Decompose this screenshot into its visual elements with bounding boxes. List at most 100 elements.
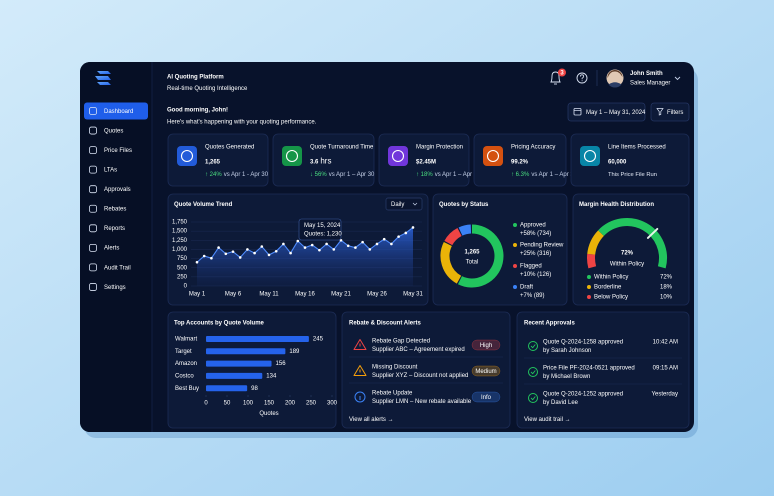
nav-item[interactable]: Rebates bbox=[104, 207, 126, 213]
nav-icon bbox=[89, 204, 97, 213]
logo bbox=[95, 71, 111, 85]
kpi-compare: vs Apr 1 - Apr 30 bbox=[224, 172, 269, 178]
nav-icon bbox=[89, 224, 97, 233]
bar bbox=[206, 385, 248, 392]
help-icon[interactable] bbox=[576, 72, 588, 84]
nav-item[interactable]: Alerts bbox=[104, 246, 119, 252]
point bbox=[289, 251, 292, 255]
point bbox=[368, 248, 372, 251]
user-name: John Smith bbox=[630, 71, 663, 77]
kpi-card bbox=[570, 133, 690, 187]
panel-link[interactable]: View all alerts → bbox=[349, 417, 394, 423]
bell-icon[interactable] bbox=[550, 71, 561, 85]
data-label: 189 bbox=[289, 349, 300, 355]
kpi-change: ↑ 6.3% vs Apr 1 – Apr 30 bbox=[511, 172, 578, 178]
kpi-value-number: 99.2% bbox=[511, 159, 529, 165]
point bbox=[274, 249, 278, 253]
date-range-label[interactable]: May 1 – May 31, 2024 bbox=[586, 110, 646, 116]
point bbox=[210, 256, 213, 260]
kpi-value: 99.2% bbox=[511, 159, 529, 165]
dropdown-label[interactable]: Daily bbox=[391, 202, 404, 208]
y-tick-label: Target bbox=[175, 349, 192, 355]
legend-dot bbox=[513, 285, 517, 289]
point bbox=[318, 248, 321, 252]
tooltip-text: Quotes: 1,230 bbox=[304, 232, 342, 238]
kpi-change-value: ↓ 56% bbox=[310, 172, 327, 178]
nav-item[interactable]: Dashboard bbox=[104, 109, 133, 115]
kpi-change-value: ↑ 18% bbox=[416, 172, 433, 178]
x-tick-label: 100 bbox=[243, 401, 254, 407]
kpi-icon-glyph bbox=[486, 149, 500, 163]
legend-label: Within Policy bbox=[594, 275, 628, 281]
point bbox=[282, 242, 285, 246]
donut-segment bbox=[440, 241, 462, 284]
nav-item[interactable]: Reports bbox=[104, 226, 125, 232]
point bbox=[361, 240, 364, 244]
user-role: Sales Manager bbox=[630, 81, 670, 87]
approval-by: by Sarah Johnson bbox=[543, 348, 591, 354]
donut-segment bbox=[457, 224, 504, 288]
nav-item[interactable]: Approvals bbox=[104, 187, 131, 193]
user-menu-chevron[interactable] bbox=[674, 76, 681, 81]
legend-label: Approved bbox=[520, 223, 546, 229]
app-title: AI Quoting Platform bbox=[167, 75, 224, 81]
chart-title: Top Accounts by Quote Volume bbox=[174, 321, 265, 327]
nav-active-highlight[interactable] bbox=[84, 102, 148, 120]
donut-segment bbox=[444, 228, 462, 246]
dropdown[interactable] bbox=[385, 197, 423, 211]
point bbox=[224, 252, 228, 256]
nav-icon bbox=[89, 126, 97, 135]
nav-item[interactable]: Price Files bbox=[104, 148, 132, 154]
y-tick-label: Costco bbox=[175, 373, 194, 379]
point bbox=[390, 242, 393, 246]
x-tick-label: 50 bbox=[224, 401, 231, 407]
nav-item[interactable]: Settings bbox=[104, 285, 126, 291]
filters-label[interactable]: Filters bbox=[667, 110, 683, 116]
point bbox=[253, 251, 256, 255]
kpi-change: ↑ 24% vs Apr 1 - Apr 30 bbox=[205, 172, 269, 178]
gauge-segment bbox=[598, 218, 667, 269]
panel-link[interactable]: View audit trail → bbox=[524, 417, 571, 423]
legend-label: Below Policy bbox=[594, 295, 628, 301]
kpi-change: ↑ 18% vs Apr 1 – Apr 30 bbox=[416, 172, 481, 178]
donut-center-label: Total bbox=[466, 260, 479, 266]
y-tick-label: 1,500 bbox=[172, 229, 188, 235]
y-tick-label: Amazon bbox=[175, 361, 197, 367]
nav-icon bbox=[89, 185, 97, 194]
bar bbox=[206, 336, 309, 342]
nav-item[interactable]: Quotes bbox=[104, 128, 123, 134]
avatar[interactable] bbox=[606, 69, 624, 88]
tooltip bbox=[298, 218, 342, 241]
point bbox=[346, 244, 350, 248]
kpi-icon-glyph bbox=[285, 149, 299, 163]
kpi-icon bbox=[388, 146, 408, 166]
point bbox=[231, 250, 235, 253]
point bbox=[238, 256, 242, 259]
data-label: 245 bbox=[313, 337, 324, 343]
bar bbox=[206, 372, 263, 379]
kpi-value-number: 3.6 bbox=[310, 159, 319, 165]
filters-button[interactable] bbox=[650, 102, 690, 122]
legend-value: 72% bbox=[660, 275, 673, 281]
panel bbox=[341, 311, 511, 429]
date-range-button[interactable] bbox=[567, 102, 646, 122]
legend-value: +25% (316) bbox=[520, 251, 551, 257]
notification-badge bbox=[558, 68, 566, 77]
data-label: 134 bbox=[266, 373, 277, 379]
bar bbox=[206, 348, 286, 355]
chart-title: Quote Volume Trend bbox=[174, 202, 233, 208]
tooltip-title: May 15, 2024 bbox=[304, 223, 341, 229]
legend-value: +7% (89) bbox=[520, 293, 545, 299]
y-tick-label: Best Buy bbox=[175, 386, 199, 392]
data-label: 156 bbox=[276, 361, 287, 367]
legend-value: +10% (126) bbox=[520, 272, 551, 278]
alert-title: Rebate Gap Detected bbox=[372, 339, 430, 345]
nav-item[interactable]: LTAs bbox=[104, 168, 117, 174]
x-tick-label: 150 bbox=[264, 401, 275, 407]
legend-dot bbox=[513, 243, 517, 247]
nav-item[interactable]: Audit Trail bbox=[104, 265, 131, 271]
kpi-change-value: ↑ 24% bbox=[205, 172, 222, 178]
panel bbox=[572, 193, 690, 306]
point bbox=[267, 253, 271, 257]
